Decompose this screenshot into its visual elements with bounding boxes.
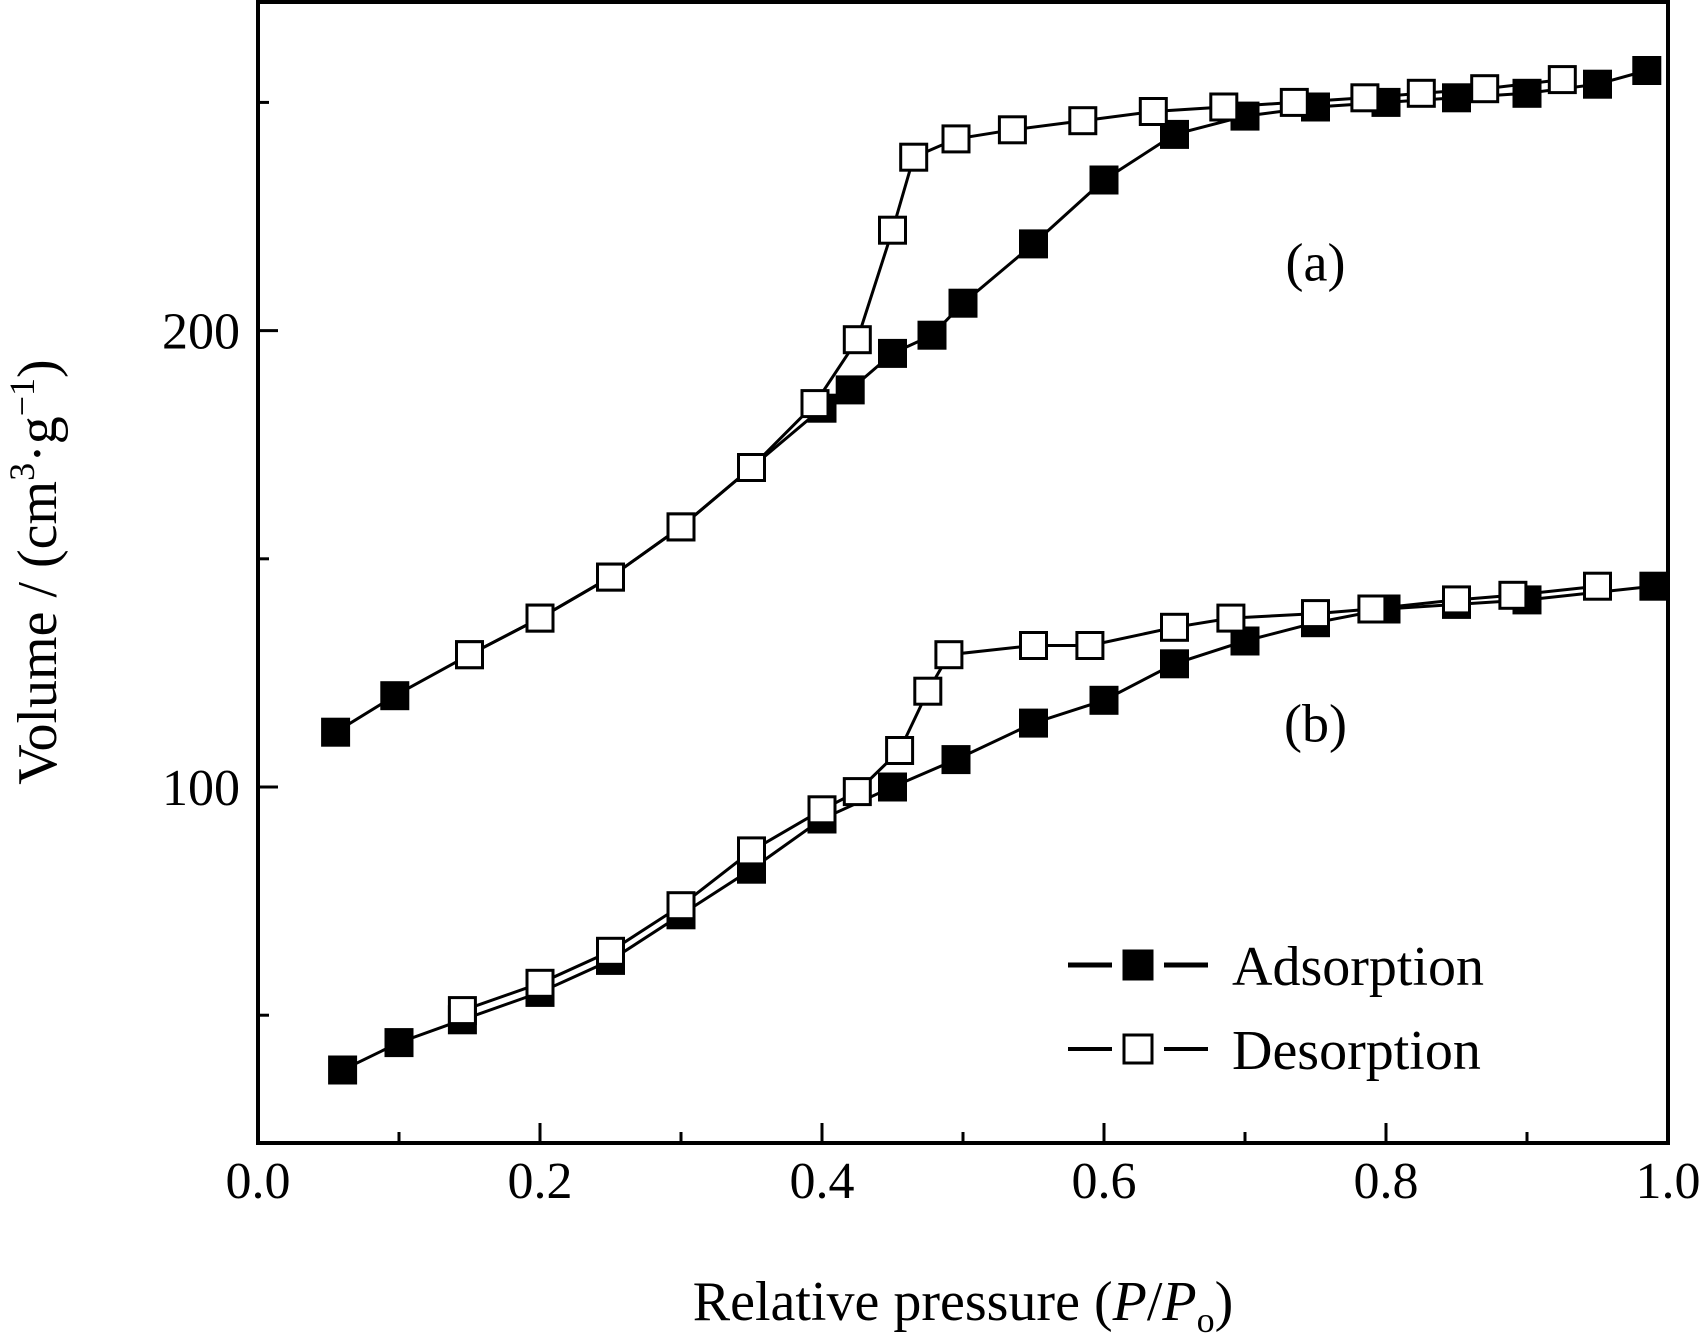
- series-a-adsorption: [321, 56, 1662, 747]
- x-tick-label: 0.4: [790, 1153, 855, 1210]
- data-point-filled: [878, 772, 907, 802]
- data-point-open: [934, 640, 964, 670]
- series-b-desorption: [447, 571, 1612, 1026]
- data-point-filled: [1583, 69, 1612, 99]
- data-point-filled: [1089, 685, 1119, 715]
- data-point-open: [941, 124, 971, 154]
- data-point-open: [1547, 65, 1577, 95]
- data-point-open: [1442, 585, 1471, 615]
- data-point-open: [1216, 603, 1246, 633]
- x-tick-label: 0.2: [508, 1153, 573, 1210]
- data-point-filled: [941, 745, 971, 775]
- data-point-open: [1406, 78, 1436, 108]
- data-point-open: [525, 968, 555, 998]
- data-point-open: [737, 836, 766, 866]
- y-tick-label: 200: [162, 304, 240, 361]
- data-point-open: [596, 562, 625, 592]
- data-point-open: [842, 325, 872, 355]
- data-point-open: [737, 453, 766, 482]
- annotation-a: (a): [1286, 232, 1346, 292]
- data-point-open: [666, 512, 696, 542]
- data-point-open: [1498, 580, 1528, 610]
- data-point-open: [842, 777, 872, 807]
- annotation-b: (b): [1284, 693, 1347, 753]
- data-point-open: [1470, 74, 1500, 104]
- data-point-open: [1279, 87, 1309, 117]
- axis-tick-labels: 0.0 0.2 0.4 0.6 0.8 1.0 100 200: [162, 304, 1701, 1210]
- data-point-open: [1019, 631, 1048, 660]
- axis-ticks: [256, 100, 1670, 1143]
- data-point-open: [1357, 594, 1387, 624]
- legend-item-adsorption: Adsorption: [1068, 936, 1484, 998]
- data-point-open: [885, 736, 915, 765]
- legend-filled-square-marker: [1122, 949, 1154, 981]
- data-point-open: [455, 640, 484, 670]
- data-point-filled: [835, 375, 865, 405]
- data-point-filled: [917, 320, 947, 350]
- data-point-filled: [321, 717, 351, 747]
- data-point-filled: [1160, 119, 1189, 149]
- data-point-filled: [384, 1028, 414, 1058]
- series-line: [468, 78, 1563, 657]
- data-point-open: [807, 795, 837, 825]
- data-point-open: [1138, 97, 1168, 126]
- data-point-filled: [948, 288, 978, 318]
- data-point-filled: [878, 338, 907, 368]
- data-point-filled: [380, 681, 410, 711]
- data-point-open: [1068, 106, 1098, 136]
- data-point-filled: [1160, 649, 1189, 679]
- x-tick-label: 0.6: [1072, 1153, 1137, 1210]
- data-point-filled: [1019, 229, 1048, 259]
- data-point-open: [596, 936, 625, 966]
- data-point-open: [447, 996, 477, 1026]
- data-point-open: [1209, 92, 1239, 122]
- series-line: [334, 69, 1648, 734]
- data-point-open: [800, 389, 830, 419]
- y-axis-title: Volume / (cm3·g−1): [2, 359, 69, 784]
- x-tick-label: 0.0: [226, 1153, 291, 1210]
- data-point-filled: [1639, 571, 1669, 601]
- data-point-open: [899, 142, 929, 172]
- legend-label-adsorption: Adsorption: [1232, 936, 1484, 998]
- series-a-desorption: [455, 65, 1577, 670]
- legend: Adsorption Desorption: [1068, 936, 1484, 1082]
- data-point-open: [1160, 612, 1189, 642]
- data-point-open: [666, 891, 696, 921]
- legend-label-desorption: Desorption: [1232, 1020, 1481, 1082]
- data-point-open: [997, 115, 1027, 145]
- y-tick-label: 100: [162, 760, 240, 817]
- data-point-open: [1583, 571, 1612, 601]
- data-point-open: [913, 676, 943, 706]
- series-layer: [321, 56, 1669, 1085]
- data-point-open: [878, 215, 907, 245]
- data-point-open: [1301, 599, 1330, 629]
- x-tick-label: 1.0: [1636, 1153, 1701, 1210]
- legend-open-square-marker: [1122, 1033, 1154, 1065]
- data-point-open: [1075, 631, 1105, 660]
- x-axis-title: Relative pressure (P/Po): [693, 1271, 1234, 1334]
- data-point-filled: [1019, 708, 1048, 738]
- data-point-filled: [1632, 56, 1662, 85]
- data-point-filled: [328, 1055, 358, 1085]
- x-tick-label: 0.8: [1354, 1153, 1419, 1210]
- data-point-open: [525, 603, 555, 633]
- data-point-open: [1350, 83, 1380, 113]
- legend-item-desorption: Desorption: [1068, 1020, 1481, 1082]
- data-point-filled: [1089, 165, 1119, 195]
